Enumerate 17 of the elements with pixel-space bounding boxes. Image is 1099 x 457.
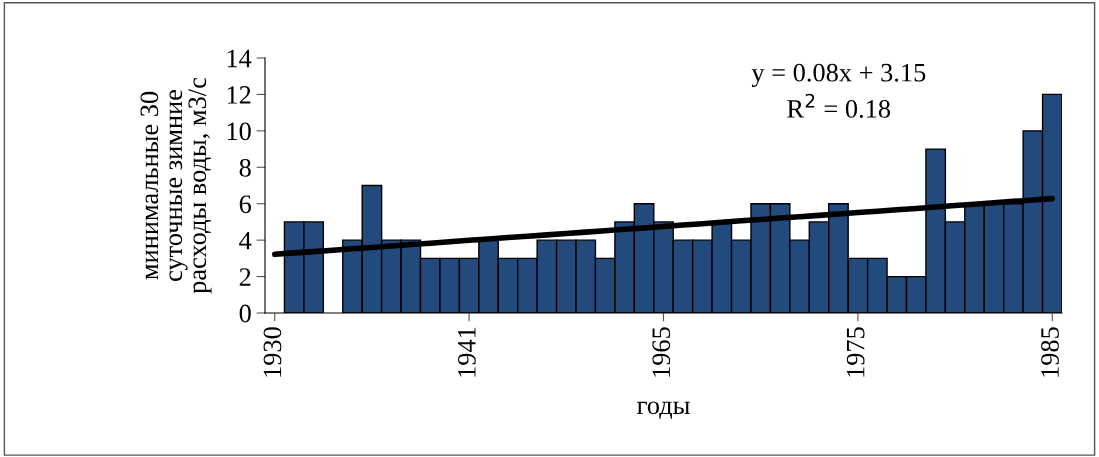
x-tick-label: 1985: [1041, 327, 1059, 377]
x-tick-label: 1930: [263, 327, 282, 377]
x-tick-label: 1941: [457, 327, 476, 377]
y-tick-label: 6: [239, 195, 252, 214]
y-tick-label: 12: [227, 86, 251, 104]
y-tick-label: 14: [227, 49, 252, 68]
y-axis-title: минимальные 30 суточные зимние расходы воды, м3/с: [140, 77, 212, 294]
y-tick-label: 4: [239, 231, 252, 250]
y-tick-label: 2: [239, 268, 251, 286]
x-tick-label: 1975: [846, 327, 865, 377]
y-tick-label: 8: [239, 158, 251, 177]
annotation: y = 0.08x + 3.15: [751, 63, 926, 88]
annotation: R$^{2}$ = 0.18: [787, 93, 891, 118]
x-tick-label: 1965: [652, 327, 671, 377]
x-axis-title: годы: [637, 401, 690, 420]
y-tick-label: 0: [239, 304, 251, 323]
y-tick-label: 10: [227, 122, 251, 141]
